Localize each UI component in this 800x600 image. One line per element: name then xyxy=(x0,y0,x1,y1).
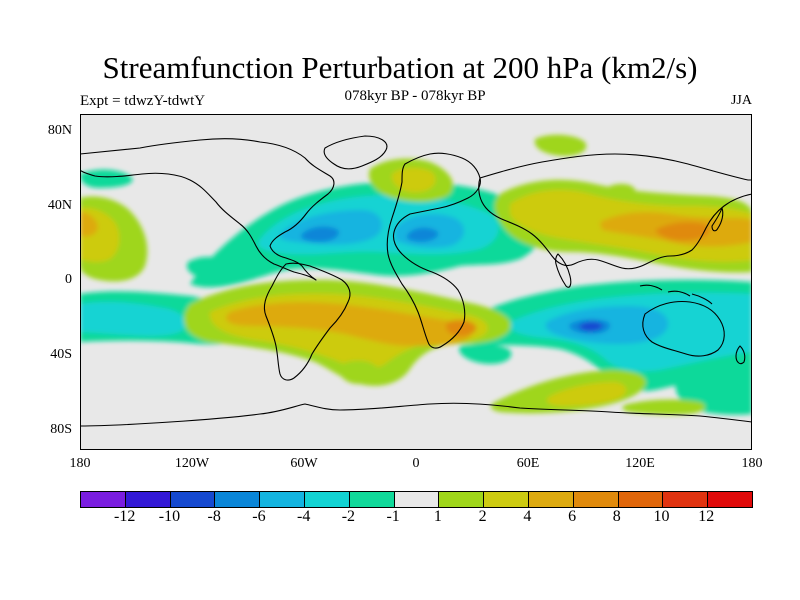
lat-label: 80S xyxy=(50,422,72,437)
colorbar-label: -8 xyxy=(207,508,221,525)
lat-label: 40S xyxy=(50,347,72,362)
colorbar-label: -10 xyxy=(158,508,181,525)
coast-new-zealand xyxy=(735,345,746,365)
contour-pos-siberia xyxy=(607,183,635,195)
colorbar-label: 12 xyxy=(698,508,715,525)
colorbar-label: 8 xyxy=(612,508,621,525)
lon-label: 120W xyxy=(174,456,210,471)
contour-pos-southern-west xyxy=(622,399,706,415)
colorbar-label: -6 xyxy=(252,508,266,525)
colorbar-swatch xyxy=(349,492,395,507)
lon-label: 60W xyxy=(290,456,318,471)
contour-neg-central-pacific xyxy=(186,256,231,278)
coast-asia xyxy=(478,153,752,270)
map-svg xyxy=(80,114,752,450)
colorbar-label: -2 xyxy=(341,508,356,525)
map-panel xyxy=(80,114,752,450)
coast-india xyxy=(555,253,572,288)
lon-label: 60E xyxy=(516,456,540,471)
colorbar-swatch xyxy=(439,492,485,507)
contour-neg-africa-core xyxy=(406,227,439,242)
colorbar-swatch xyxy=(573,492,619,507)
lon-label: 120E xyxy=(625,456,655,471)
season-label: JJA xyxy=(730,93,752,108)
lat-label: 0 xyxy=(65,272,72,287)
contour-pos-south-inner xyxy=(226,302,472,346)
contour-neg-south-pacific-inner xyxy=(80,301,186,336)
colorbar-swatch xyxy=(170,492,216,507)
lat-label: 80N xyxy=(47,123,72,138)
colorbar-label: 6 xyxy=(568,508,577,525)
colorbar-label: -1 xyxy=(386,508,400,525)
colorbar-swatch xyxy=(484,492,529,507)
coast-europe-africa xyxy=(386,152,481,349)
colorbar-swatch xyxy=(215,492,261,507)
colorbar-swatch xyxy=(394,492,440,507)
colorbar-swatch xyxy=(528,492,574,507)
lon-label: 0 xyxy=(412,456,420,471)
contour-pos-nw-pacific-inner xyxy=(80,212,98,237)
colorbar xyxy=(80,491,753,508)
coast-south-america xyxy=(263,262,351,381)
colorbar-label: 1 xyxy=(433,508,442,525)
colorbar-swatch xyxy=(125,492,171,507)
lon-label: 180 xyxy=(741,456,763,471)
coast-maritime xyxy=(639,284,713,305)
colorbar-label: -4 xyxy=(296,508,311,525)
colorbar-swatch xyxy=(663,492,709,507)
contour-neg-northeast-pacific xyxy=(80,169,133,188)
contour-neg-south-atlantic xyxy=(459,343,512,364)
colorbar-swatch xyxy=(708,492,752,507)
contour-pos-arctic xyxy=(534,134,587,156)
lon-label: 180 xyxy=(69,456,91,471)
contour-neg-indian-core2 xyxy=(579,321,603,331)
coast-greenland xyxy=(323,135,388,170)
lat-label: 40N xyxy=(47,198,72,213)
map-border xyxy=(80,114,752,450)
coast-australia xyxy=(642,300,725,357)
colorbar-label: 10 xyxy=(653,508,670,525)
field-contours xyxy=(80,134,752,415)
colorbar-label: -12 xyxy=(114,508,136,525)
colorbar-swatch xyxy=(618,492,664,507)
coastlines xyxy=(80,135,752,427)
contour-pos-south-pacific-east-inner xyxy=(546,382,627,406)
coast-japan xyxy=(711,207,724,232)
period-label: 078kyr BP - 078kyr BP xyxy=(344,88,486,104)
contour-pos-south-atlantic-west xyxy=(339,360,379,384)
coast-antarctica xyxy=(80,402,752,427)
colorbar-label: 4 xyxy=(523,508,532,525)
colorbar-swatch xyxy=(260,492,305,507)
colorbar-swatch xyxy=(81,492,126,507)
contour-pos-asia-core xyxy=(655,222,710,241)
colorbar-swatch xyxy=(304,492,350,507)
colorbar-label: 2 xyxy=(478,508,487,525)
experiment-label: Expt = tdwzY-tdwtY xyxy=(80,93,206,109)
contour-neg-atlantic-core1 xyxy=(301,226,339,242)
chart-title: Streamfunction Perturbation at 200 hPa (… xyxy=(102,50,698,85)
coast-north-america xyxy=(80,138,335,281)
